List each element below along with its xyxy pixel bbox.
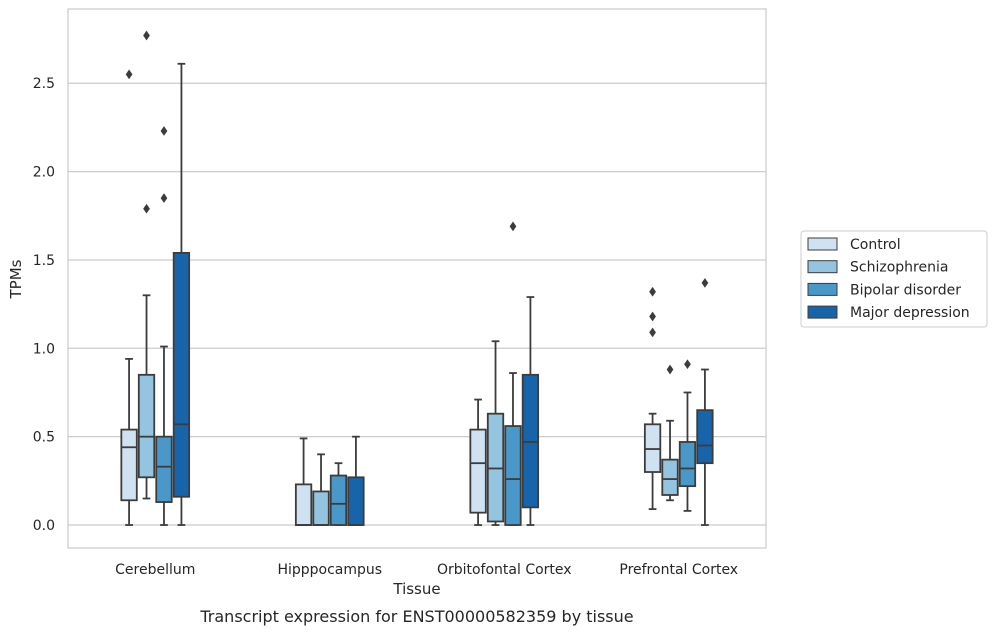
y-tick-label: 2.0 (33, 165, 55, 181)
outlier-point (649, 327, 656, 338)
y-tick-label: 1.5 (33, 253, 55, 269)
outlier-point (649, 311, 656, 322)
legend-label: Schizophrenia (850, 260, 948, 276)
legend: Control Schizophrenia Bipolar disorder Majo… (800, 230, 988, 328)
outlier-point (509, 221, 517, 232)
legend-swatch (807, 305, 838, 319)
box-schizophrenia (137, 373, 156, 479)
figure-caption: Transcript expression for ENST0000058235… (199, 607, 633, 626)
box-bipolar-disorder (329, 474, 348, 526)
box-groups (120, 30, 714, 526)
outlier-point (160, 126, 168, 136)
box-major-depression (696, 409, 714, 465)
y-axis-title: TPMs (7, 259, 25, 299)
outlier-point (143, 30, 150, 41)
legend-swatch (807, 260, 838, 274)
y-tick-labels: 0.0 0.5 1.0 1.5 2.0 2.5 (33, 76, 55, 534)
box-control (294, 483, 313, 526)
box-group (469, 221, 540, 526)
box-bipolar-disorder (155, 435, 173, 503)
outlier-point (143, 203, 150, 214)
box-control (469, 428, 487, 514)
outlier-point (684, 359, 691, 370)
x-tick-labels: Cerebellum Hipppocampus Orbitofontal Corte… (115, 562, 738, 578)
box-bipolar-disorder (678, 441, 697, 488)
legend-swatch (807, 282, 838, 296)
y-tick-label: 1.0 (33, 341, 55, 357)
box-schizophrenia (661, 458, 679, 496)
y-gridlines (68, 82, 766, 526)
outlier-point (701, 278, 709, 288)
box-major-depression (172, 251, 191, 498)
plot-frame (67, 8, 767, 549)
x-tick-label: Orbitofontal Cortex (437, 562, 572, 578)
y-tick-label: 0.0 (33, 518, 55, 534)
y-tick-label: 2.5 (33, 76, 55, 92)
x-axis-title: Tissue (392, 580, 440, 598)
box-group (643, 278, 714, 526)
box-major-depression (347, 476, 365, 526)
box-schizophrenia (312, 490, 330, 526)
x-tick-label: Prefrontal Cortex (619, 562, 738, 578)
legend-swatch (807, 237, 838, 251)
legend-label: Bipolar disorder (850, 282, 961, 298)
outlier-point (160, 193, 168, 203)
x-tick-label: Cerebellum (115, 562, 195, 578)
box-group (120, 30, 191, 526)
box-group (294, 435, 365, 526)
legend-frame (800, 230, 988, 328)
outlier-point (666, 364, 674, 375)
box-control (120, 428, 138, 502)
legend-label: Major depression (850, 305, 970, 321)
outlier-point (125, 69, 133, 80)
y-tick-label: 0.5 (33, 430, 55, 446)
outlier-point (649, 286, 656, 297)
box-bipolar-disorder (504, 425, 522, 526)
legend-label: Control (850, 237, 901, 253)
x-tick-label: Hipppocampus (277, 562, 382, 578)
